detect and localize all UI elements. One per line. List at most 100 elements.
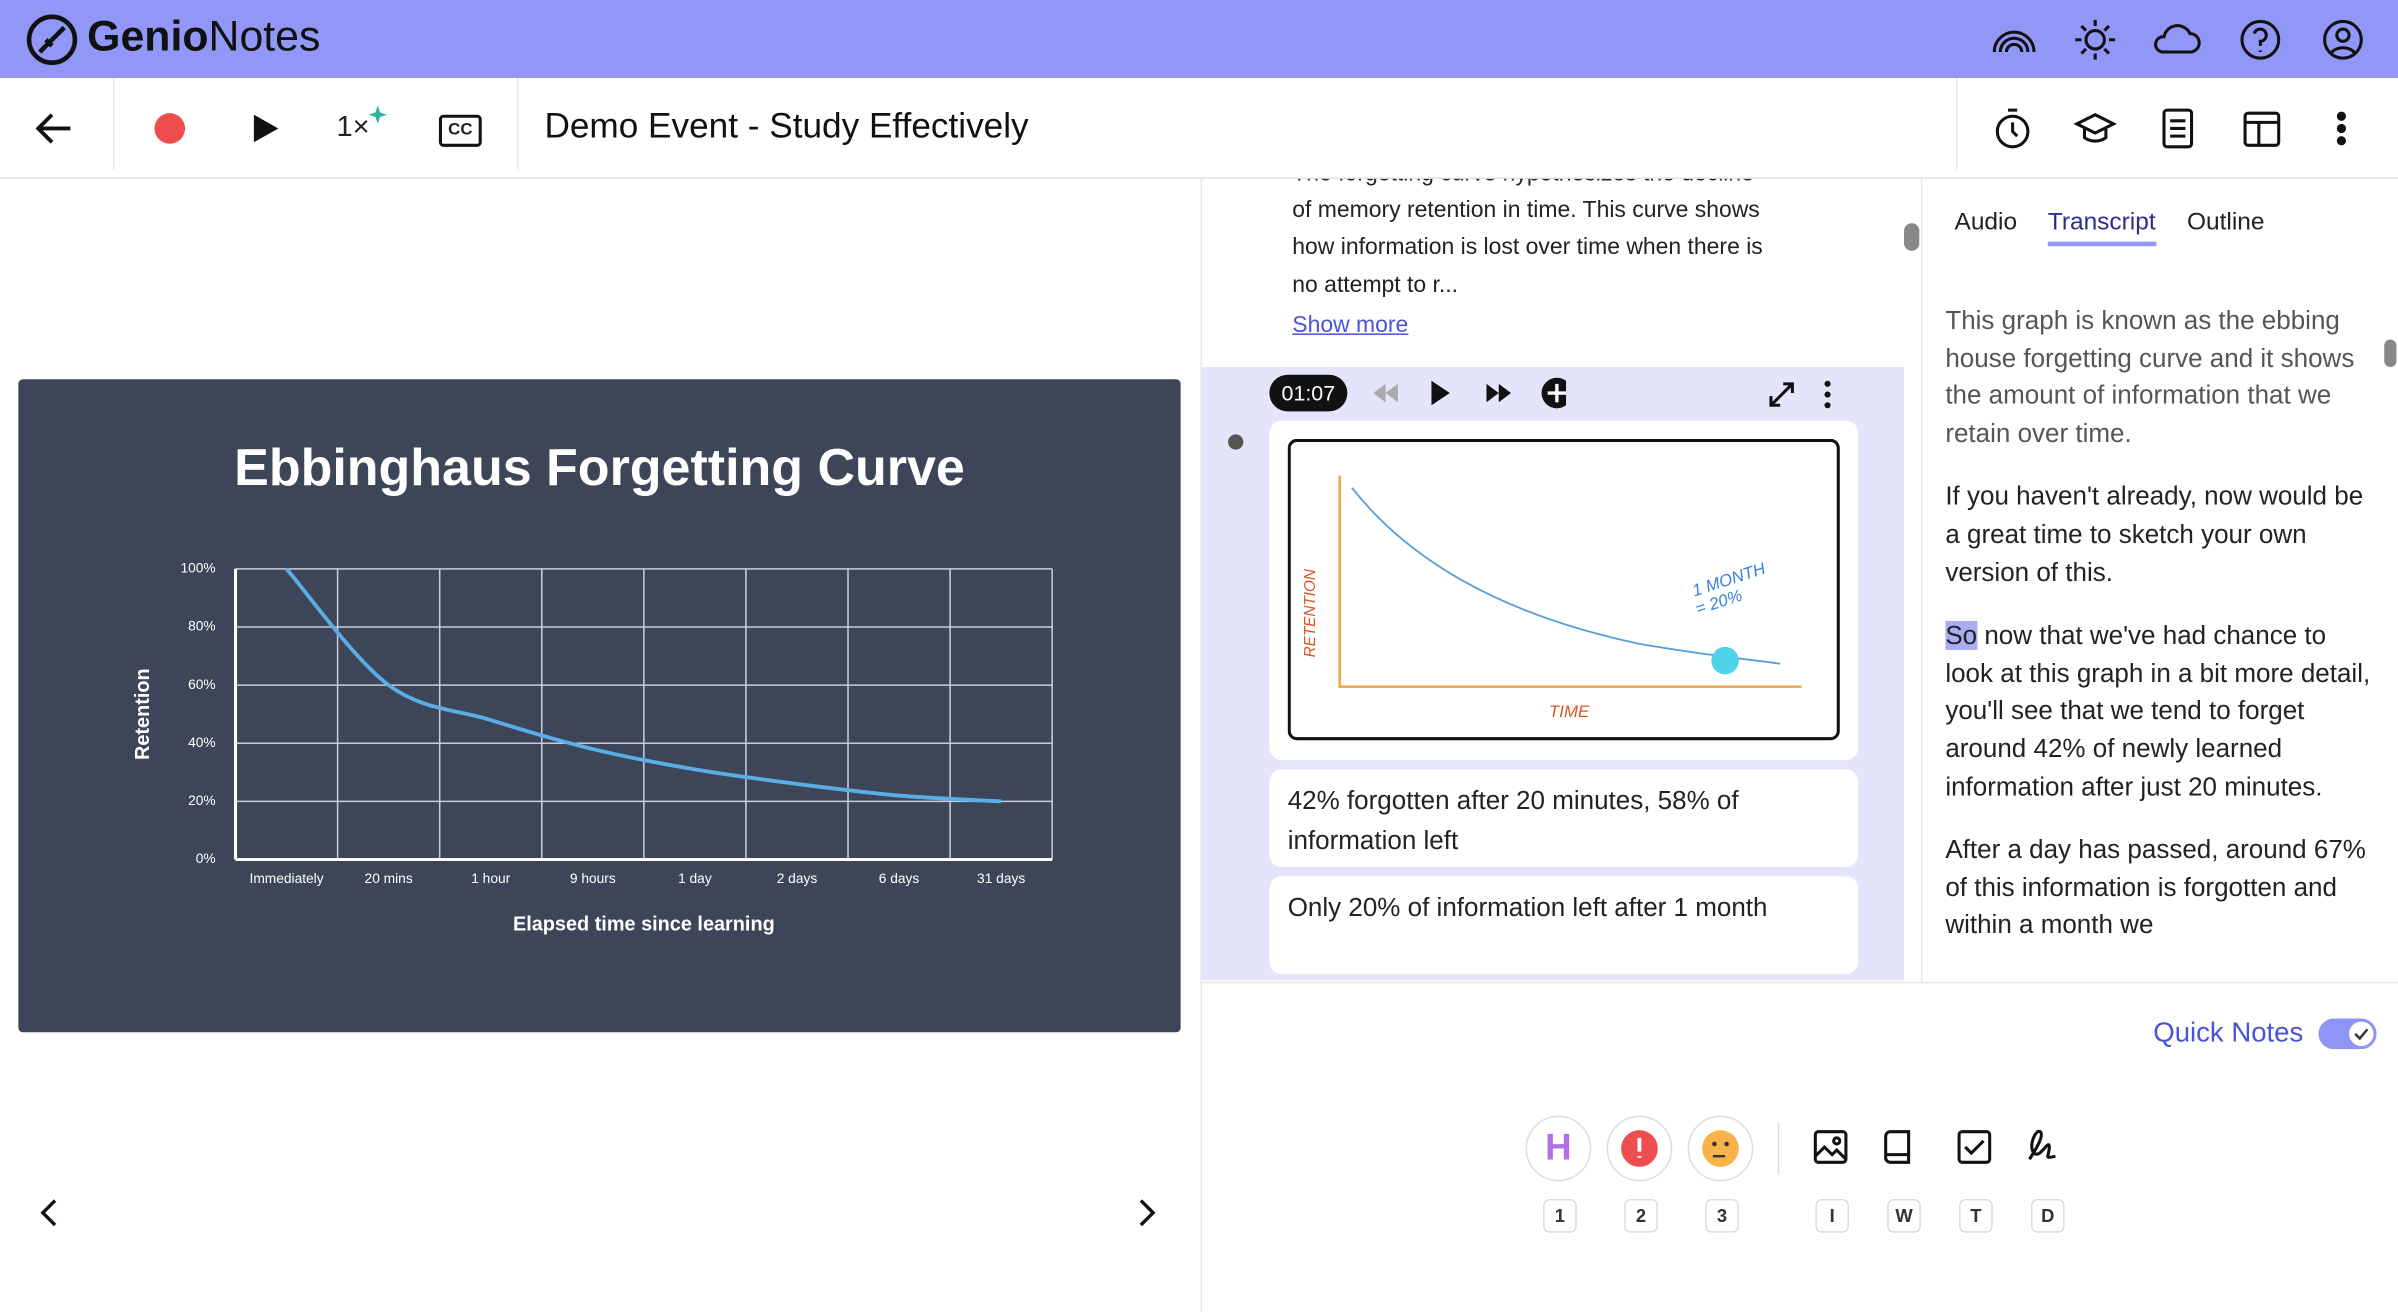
cc-button[interactable]: CC: [438, 114, 482, 147]
timestamp: 01:07: [1269, 374, 1348, 412]
important-tool[interactable]: [1606, 1115, 1673, 1182]
expand-button[interactable]: [1769, 382, 1794, 407]
image-tool[interactable]: [1813, 1130, 1848, 1164]
back-button[interactable]: [31, 106, 77, 152]
note-actions: [1769, 380, 1831, 409]
confused-tool[interactable]: [1687, 1115, 1754, 1182]
top-bar: GenioNotes: [0, 0, 2398, 78]
icon-account[interactable]: [2323, 19, 2363, 60]
icon-layout[interactable]: [2243, 111, 2281, 147]
shortcut: D: [2030, 1199, 2065, 1233]
y-tick-label: 60%: [188, 677, 216, 692]
add-button[interactable]: [1541, 377, 1567, 409]
tab-transcript[interactable]: Transcript: [2047, 210, 2156, 247]
scrollbar: [1904, 223, 1920, 251]
retention-curve: [285, 567, 1002, 804]
transcript-paragraph: After a day has passed, around 67% of th…: [1945, 835, 2366, 940]
divider: [516, 77, 519, 170]
y-tick-label: 0%: [196, 851, 216, 866]
quick-notes-label: Quick Notes: [2153, 1017, 2304, 1048]
x-tick-label: Immediately: [249, 871, 323, 886]
bullet: [1228, 434, 1244, 450]
x-tick-label: 1 day: [678, 871, 712, 886]
divider: [1956, 77, 1958, 170]
slide-title: Ebbinghaus Forgetting Curve: [234, 439, 965, 497]
icon-signal[interactable]: [1992, 30, 2036, 53]
x-tick-label: 2 days: [777, 871, 818, 886]
x-tick-label: 20 mins: [365, 871, 413, 886]
rewind-button[interactable]: [1373, 383, 1398, 403]
current-word: So: [1945, 621, 1978, 651]
transcript-text: now that we've had chance to look at thi…: [1945, 621, 2371, 801]
brand: GenioNotes: [87, 12, 320, 61]
heading-icon: H: [1545, 1127, 1572, 1168]
note-description: The forgetting curve hypothesizes the de…: [1292, 179, 1763, 298]
icon-theme[interactable]: [2075, 19, 2116, 60]
play-button[interactable]: [249, 112, 283, 146]
shortcut: W: [1887, 1199, 1921, 1233]
notes-panel: The forgetting curve hypothesizes the de…: [1202, 179, 1905, 981]
icon-timer[interactable]: [1995, 108, 2030, 149]
divider: [113, 77, 115, 170]
icon-document[interactable]: [2162, 108, 2194, 149]
sketch-x-label: TIME: [1549, 702, 1590, 721]
note-card: Only 20% of information left after 1 mon…: [1269, 876, 1859, 975]
x-tick-label: 31 days: [977, 871, 1025, 886]
slide: Ebbinghaus Forgetting Curve Retention El…: [18, 379, 1181, 1033]
icon-study[interactable]: [2073, 112, 2117, 143]
play-note-button[interactable]: [1431, 380, 1450, 406]
y-tick-label: 80%: [188, 619, 216, 634]
divider: [1200, 981, 2398, 984]
shortcut: 3: [1705, 1199, 1739, 1233]
toolbar: 1× CC Demo Event - Study Effectively: [0, 77, 2398, 179]
prev-slide[interactable]: [34, 1196, 65, 1230]
transcript-paragraph: This graph is known as the ebbing house …: [1945, 305, 2355, 448]
quick-tools: H: [1525, 1115, 2056, 1182]
sparkle: [368, 105, 387, 124]
player-controls: [1373, 377, 1567, 409]
sketch: RETENTION TIME 1 MONTH = 20%: [1287, 438, 1840, 741]
note-more[interactable]: [1824, 380, 1831, 409]
show-more-link[interactable]: Show more: [1292, 311, 1409, 338]
shortcut: I: [1815, 1199, 1849, 1233]
transcript-paragraph: If you haven't already, now would be a g…: [1945, 482, 2364, 587]
divider: [1200, 178, 1203, 1312]
brand-b: Notes: [208, 12, 321, 60]
x-tick-label: 9 hours: [570, 871, 616, 886]
note-block: 01:07 RETENTION TIME: [1202, 367, 1905, 981]
shortcut: 2: [1624, 1199, 1658, 1233]
transcript-paragraph: So now that we've had chance to look at …: [1945, 618, 2379, 806]
tab-audio[interactable]: Audio: [1954, 209, 2018, 236]
slide-chart: Ebbinghaus Forgetting Curve Retention El…: [132, 439, 1053, 935]
y-tick-label: 100%: [180, 561, 215, 576]
record-button[interactable]: [153, 112, 187, 146]
heading-tool[interactable]: H: [1525, 1115, 1592, 1182]
x-tick-label: 1 hour: [471, 871, 510, 886]
next-slide[interactable]: [1132, 1196, 1163, 1230]
forward-button[interactable]: [1486, 383, 1511, 403]
tool-icons: [1995, 108, 2347, 149]
x-axis-label: Elapsed time since learning: [513, 913, 775, 935]
brand-a: Genio: [87, 12, 209, 60]
divider: [1920, 178, 1923, 982]
top-icons: [1992, 19, 2363, 60]
y-tick-label: 20%: [188, 793, 216, 808]
shortcut: 1: [1543, 1199, 1577, 1233]
speed-button[interactable]: 1×: [336, 111, 370, 144]
sketch-y-label: RETENTION: [1302, 568, 1319, 657]
note-card: 42% forgotten after 20 minutes, 58% of i…: [1269, 769, 1859, 868]
icon-cloud[interactable]: [2154, 24, 2201, 54]
logo: [26, 14, 78, 65]
quick-notes-toggle[interactable]: [2318, 1018, 2377, 1050]
tab-outline[interactable]: Outline: [2186, 209, 2265, 236]
draw-tool[interactable]: [2028, 1129, 2056, 1161]
task-tool[interactable]: [1957, 1130, 1992, 1164]
icon-help[interactable]: [2240, 19, 2281, 60]
x-tick-label: 6 days: [879, 871, 920, 886]
sketch-card: RETENTION TIME 1 MONTH = 20%: [1269, 420, 1859, 761]
shortcut: T: [1959, 1199, 1993, 1233]
word-tool[interactable]: [1884, 1130, 1911, 1164]
icon-more[interactable]: [2336, 111, 2347, 146]
